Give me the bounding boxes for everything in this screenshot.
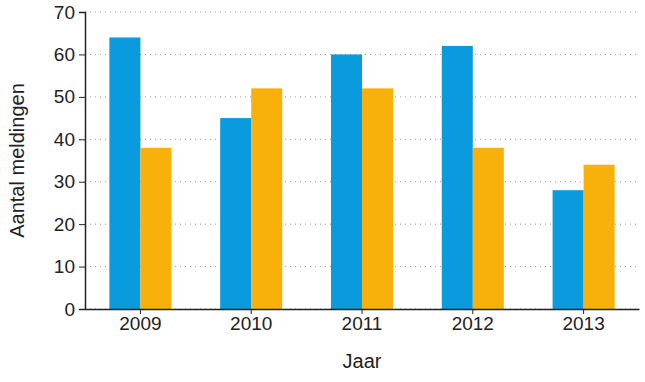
bar: [331, 54, 362, 309]
y-tick-label: 70: [54, 2, 75, 23]
x-axis: 2009 2010 2011 2012 2013: [86, 309, 640, 334]
x-tick: 2012: [452, 309, 494, 334]
y-tick: 10: [54, 256, 85, 277]
y-tick: 0: [64, 299, 85, 320]
y-tick-mark: [79, 267, 85, 268]
chart: 0 10 20 30 40 50 60 70 2009 2010 2011 2012 2013 Jaar A…: [0, 0, 645, 382]
y-tick-mark: [79, 182, 85, 183]
y-axis: 0 10 20 30 40 50 60 70: [54, 2, 86, 320]
grid: [85, 12, 639, 309]
y-tick: 60: [54, 44, 85, 65]
grid-line: [85, 12, 639, 13]
y-tick-mark: [79, 97, 85, 98]
y-tick-mark: [79, 12, 85, 13]
y-tick: 40: [54, 129, 85, 150]
bar: [362, 88, 393, 309]
y-tick-label: 30: [54, 171, 75, 192]
y-tick-mark: [79, 54, 85, 55]
y-tick-mark: [79, 224, 85, 225]
bars: [109, 37, 614, 309]
x-axis-title: Jaar: [343, 350, 382, 372]
y-tick: 30: [54, 171, 85, 192]
y-axis-line: [79, 13, 86, 310]
y-tick: 50: [54, 86, 85, 107]
x-tick-label: 2013: [562, 313, 604, 334]
x-tick-label: 2010: [230, 313, 272, 334]
plot: 0 10 20 30 40 50 60 70 2009 2010 2011 2012 2013: [54, 2, 640, 335]
bar: [553, 190, 584, 309]
y-tick-label: 40: [54, 129, 75, 150]
x-tick-label: 2012: [452, 313, 494, 334]
y-tick: 20: [54, 214, 85, 235]
x-tick: 2011: [342, 309, 383, 334]
y-tick-mark: [79, 309, 85, 310]
bar: [220, 118, 251, 309]
bar: [584, 165, 615, 309]
x-tick: 2013: [562, 309, 604, 334]
y-tick-label: 0: [64, 299, 75, 320]
bar: [442, 46, 473, 309]
x-tick: 2010: [230, 309, 272, 334]
bar: [140, 148, 171, 309]
y-tick-label: 50: [54, 86, 75, 107]
series: [109, 37, 583, 309]
x-tick-label: 2011: [342, 313, 383, 334]
x-tick: 2009: [119, 309, 161, 334]
bar: [251, 88, 282, 309]
series: [140, 88, 614, 309]
bar: [473, 148, 504, 309]
bar: [109, 37, 140, 309]
y-tick-mark: [79, 139, 85, 140]
y-tick-label: 10: [54, 256, 75, 277]
y-tick-label: 20: [54, 214, 75, 235]
y-axis-title: Aantal meldingen: [6, 83, 28, 238]
x-tick-label: 2009: [119, 313, 161, 334]
y-tick: 70: [54, 2, 85, 23]
y-tick-label: 60: [54, 44, 75, 65]
